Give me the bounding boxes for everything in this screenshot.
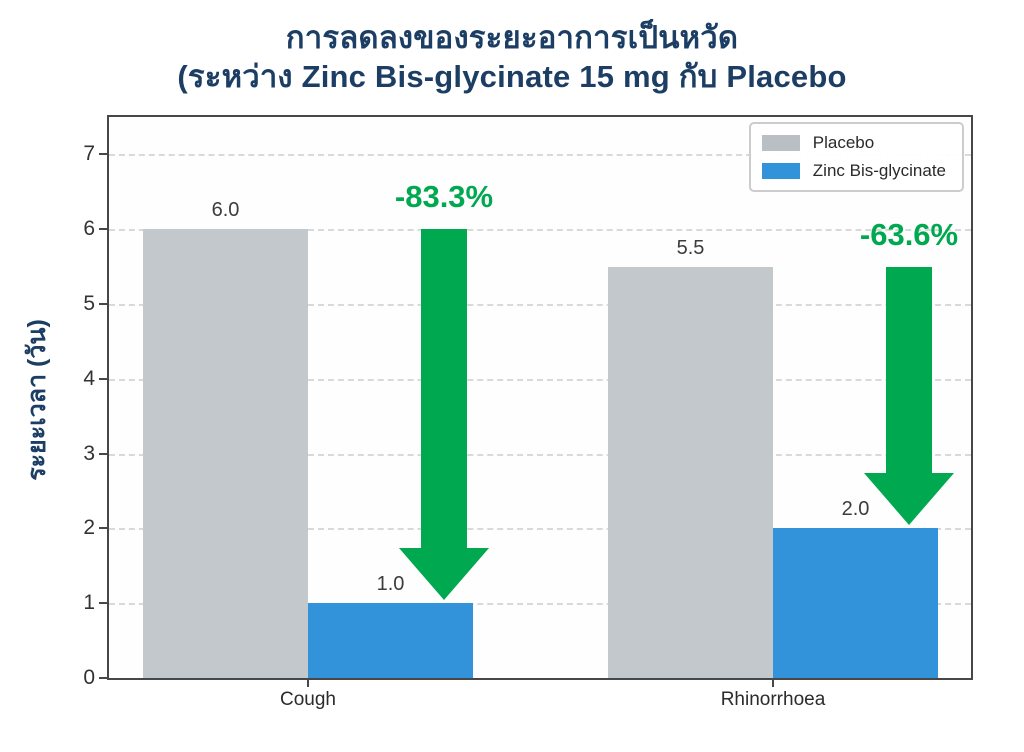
y-tick-mark bbox=[99, 602, 107, 605]
bar-zinc-bis-glycinate-cough bbox=[308, 603, 473, 678]
legend-label-placebo: Placebo bbox=[812, 133, 875, 152]
y-tick-label-6: 6 bbox=[83, 217, 95, 241]
gridline-y5 bbox=[109, 304, 971, 306]
legend-label-zinc: Zinc Bis-glycinate bbox=[812, 161, 946, 180]
y-tick-label-0: 0 bbox=[83, 666, 95, 689]
bar-value-label: 5.5 bbox=[676, 236, 705, 259]
x-tick-label-rhinorrhoea: Rhinorrhoea bbox=[720, 689, 826, 710]
x-tick-mark bbox=[772, 680, 774, 687]
bar-placebo-rhinorrhoea bbox=[608, 266, 773, 678]
reduction-arrow-head bbox=[399, 548, 489, 601]
bar-value-label: 1.0 bbox=[376, 573, 405, 596]
x-tick-mark bbox=[307, 680, 309, 687]
legend-swatch-zinc bbox=[761, 163, 800, 179]
legend-item-placebo: Placebo bbox=[761, 133, 946, 153]
chart-title-line2: (ระหว่าง Zinc Bis-glycinate 15 mg กับ Pl… bbox=[177, 59, 847, 94]
reduction-arrow-head bbox=[864, 473, 954, 526]
chart-title: การลดลงของระยะอาการเป็นหวัด (ระหว่าง Zin… bbox=[0, 18, 1024, 96]
gridline-y3 bbox=[109, 453, 971, 456]
y-tick-mark bbox=[99, 228, 107, 231]
y-tick-mark bbox=[99, 153, 107, 156]
bar-value-label: 2.0 bbox=[841, 498, 870, 521]
y-tick-mark bbox=[99, 527, 107, 530]
legend-swatch-placebo bbox=[761, 135, 800, 151]
bar-placebo-cough bbox=[143, 229, 308, 678]
y-tick-label-5: 5 bbox=[83, 292, 95, 315]
reduction-arrow-shaft bbox=[886, 266, 932, 474]
gridline-y4 bbox=[109, 378, 971, 381]
bar-value-label: 6.0 bbox=[211, 199, 240, 222]
chart-title-line1: การลดลงของระยะอาการเป็นหวัด bbox=[285, 20, 739, 55]
gridline-y2 bbox=[109, 528, 971, 531]
y-tick-label-3: 3 bbox=[83, 441, 95, 465]
y-tick-mark bbox=[99, 677, 107, 679]
x-tick-label-cough: Cough bbox=[280, 689, 336, 710]
y-tick-label-4: 4 bbox=[83, 366, 95, 390]
y-tick-mark bbox=[99, 303, 107, 305]
y-tick-mark bbox=[99, 452, 107, 455]
y-tick-label-7: 7 bbox=[83, 142, 95, 166]
y-tick-label-1: 1 bbox=[83, 591, 95, 615]
legend-item-zinc: Zinc Bis-glycinate bbox=[761, 161, 946, 181]
reduction-percentage-label: -63.6% bbox=[859, 216, 959, 252]
reduction-percentage-label: -83.3% bbox=[394, 179, 494, 215]
gridline-y7 bbox=[109, 154, 971, 157]
gridline-y1 bbox=[109, 603, 971, 606]
plot-area: Placebo Zinc Bis-glycinate 6.0 1.0 5.5 2.0 -… bbox=[107, 115, 973, 680]
y-tick-mark bbox=[99, 377, 107, 380]
y-tick-label-2: 2 bbox=[83, 516, 95, 540]
reduction-arrow-shaft bbox=[421, 229, 467, 549]
gridline-y6 bbox=[109, 229, 971, 232]
bar-zinc-bis-glycinate-rhinorrhoea bbox=[773, 528, 938, 678]
legend: Placebo Zinc Bis-glycinate bbox=[748, 122, 964, 192]
